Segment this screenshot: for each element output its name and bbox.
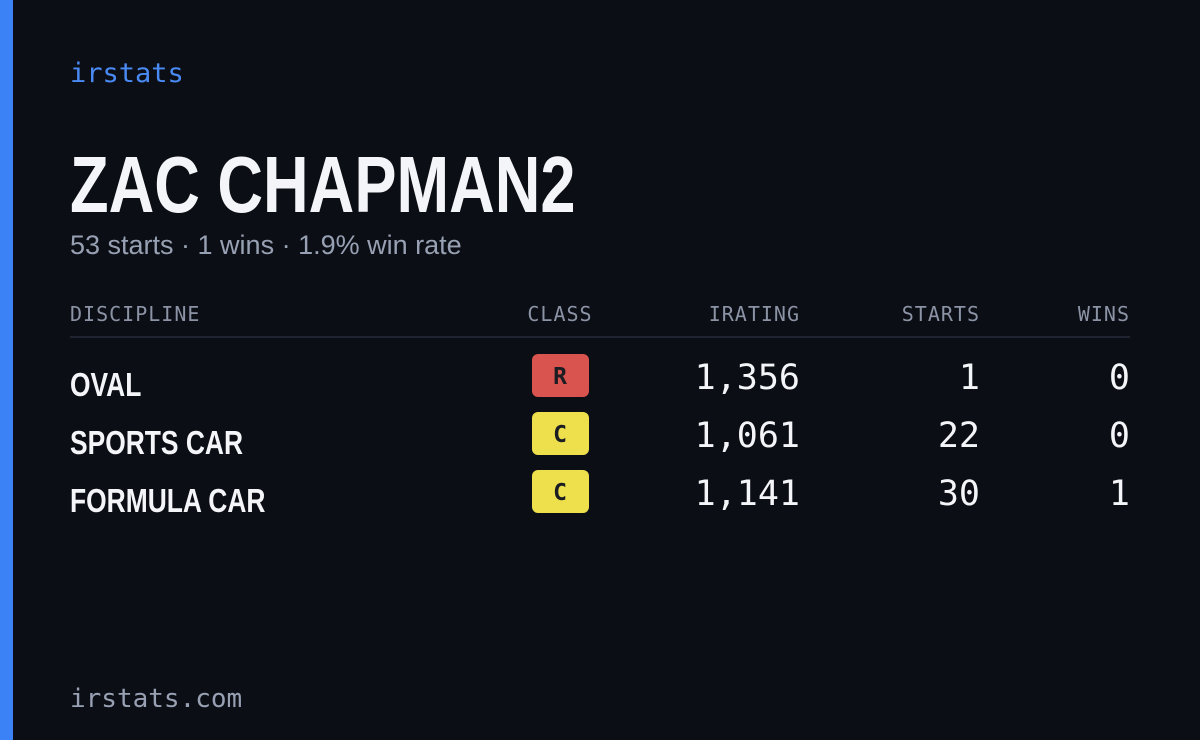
- class-letter: C: [553, 480, 567, 506]
- cell-starts: 22: [938, 416, 980, 456]
- discipline-group: OVAL: [70, 367, 141, 403]
- class-letter: C: [553, 422, 567, 448]
- column-header: STARTS: [902, 302, 980, 326]
- cell-wins: 1: [1109, 474, 1130, 514]
- summary: 53 starts · 1 wins · 1.9% win rate: [70, 230, 462, 260]
- class-badge: [532, 470, 589, 513]
- class-badge: [532, 412, 589, 455]
- column-header: IRATING: [709, 302, 800, 326]
- driver-name: ZAC CHAPMAN2: [70, 141, 576, 230]
- discipline: FORMULA CAR: [70, 483, 265, 519]
- cell-wins: 0: [1109, 358, 1130, 398]
- brand: irstats: [70, 58, 184, 89]
- cell-starts: 30: [938, 474, 980, 514]
- name-group: ZAC CHAPMAN2: [70, 141, 576, 230]
- cell-irating: 1,356: [695, 358, 800, 398]
- discipline: SPORTS CAR: [70, 425, 243, 461]
- cell-starts: 1: [959, 358, 980, 398]
- class-letter: R: [553, 364, 567, 390]
- cell-irating: 1,141: [695, 474, 800, 514]
- column-header: CLASS: [527, 302, 592, 326]
- column-header: DISCIPLINE: [70, 302, 200, 326]
- accent-bar: [0, 0, 13, 740]
- cell-wins: 0: [1109, 416, 1130, 456]
- cell-irating: 1,061: [695, 416, 800, 456]
- column-header: WINS: [1078, 302, 1130, 326]
- discipline-group: FORMULA CAR: [70, 483, 265, 519]
- discipline: OVAL: [70, 367, 141, 403]
- discipline-group: SPORTS CAR: [70, 425, 243, 461]
- footer-site: irstats.com: [70, 684, 242, 714]
- table: DISCIPLINE CLASS IRATING STARTS WINS OVAL R 1,3…: [70, 302, 1130, 520]
- class-badge: [532, 354, 589, 397]
